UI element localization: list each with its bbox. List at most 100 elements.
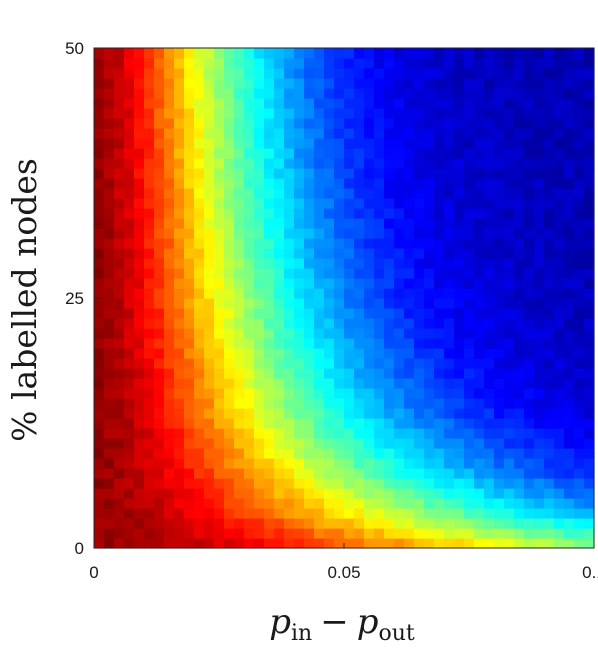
heatmap-cell (354, 118, 365, 129)
heatmap-cell (564, 408, 575, 419)
heatmap-cell (144, 398, 155, 409)
heatmap-cell (554, 138, 565, 149)
heatmap-cell (114, 108, 125, 119)
heatmap-cell (544, 518, 555, 529)
heatmap-cell (494, 138, 505, 149)
heatmap-cell (554, 198, 565, 209)
heatmap-cell (164, 468, 175, 479)
heatmap-cell (414, 498, 425, 509)
heatmap-cell (114, 148, 125, 159)
heatmap-cell (444, 298, 455, 309)
heatmap-cell (354, 168, 365, 179)
heatmap-cell (504, 198, 515, 209)
heatmap-cell (404, 108, 415, 119)
heatmap-cell (584, 208, 595, 219)
heatmap-cell (534, 478, 545, 489)
heatmap-cell (334, 418, 345, 429)
heatmap-cell (304, 368, 315, 379)
heatmap-cell (314, 88, 325, 99)
heatmap-cell (354, 358, 365, 369)
heatmap-cell (184, 248, 195, 259)
heatmap-cell (494, 448, 505, 459)
heatmap-cell (584, 478, 595, 489)
heatmap-cell (384, 128, 395, 139)
heatmap-cell (124, 468, 135, 479)
heatmap-cell (144, 188, 155, 199)
heatmap-cell (434, 428, 445, 439)
heatmap-cell (544, 258, 555, 269)
heatmap-cell (294, 418, 305, 429)
heatmap-cell (544, 528, 555, 539)
heatmap-cell (404, 348, 415, 359)
heatmap-cell (124, 288, 135, 299)
heatmap-cell (94, 268, 105, 279)
heatmap-cell (454, 328, 465, 339)
heatmap-cell (534, 218, 545, 229)
heatmap-cell (274, 438, 285, 449)
heatmap-cell (364, 498, 375, 509)
heatmap-cell (174, 98, 185, 109)
heatmap-cell (144, 168, 155, 179)
heatmap-cell (304, 508, 315, 519)
heatmap-cell (464, 308, 475, 319)
heatmap-cell (294, 208, 305, 219)
heatmap-cell (204, 518, 215, 529)
heatmap-cell (394, 268, 405, 279)
heatmap-cell (514, 438, 525, 449)
heatmap-cell (294, 378, 305, 389)
heatmap-cell (354, 388, 365, 399)
heatmap-cell (524, 308, 535, 319)
heatmap-cell (134, 278, 145, 289)
heatmap-cell (524, 58, 535, 69)
heatmap-cell (574, 198, 585, 209)
heatmap-cell (274, 418, 285, 429)
heatmap-cell (164, 168, 175, 179)
heatmap-cell (324, 528, 335, 539)
heatmap-cell (464, 148, 475, 159)
heatmap-cell (584, 498, 595, 509)
heatmap-cell (264, 458, 275, 469)
heatmap-cell (294, 118, 305, 129)
heatmap-cell (154, 338, 165, 349)
heatmap-cell (94, 298, 105, 309)
heatmap-cell (254, 58, 265, 69)
heatmap-cell (454, 308, 465, 319)
heatmap-cell (274, 128, 285, 139)
heatmap-cell (454, 248, 465, 259)
heatmap-cell (424, 518, 435, 529)
heatmap-cell (414, 518, 425, 529)
heatmap-cell (514, 538, 525, 549)
heatmap-cell (114, 248, 125, 259)
heatmap-cell (174, 498, 185, 509)
heatmap-cell (134, 318, 145, 329)
heatmap-cell (284, 378, 295, 389)
heatmap-cell (374, 408, 385, 419)
heatmap-cell (284, 88, 295, 99)
heatmap-cell (464, 198, 475, 209)
heatmap-cell (414, 408, 425, 419)
heatmap-cell (234, 238, 245, 249)
heatmap-cell (284, 248, 295, 259)
heatmap-cell (514, 468, 525, 479)
heatmap-cell (304, 228, 315, 239)
heatmap-cell (114, 78, 125, 89)
heatmap-cell (194, 148, 205, 159)
heatmap-cell (484, 138, 495, 149)
heatmap-cell (224, 378, 235, 389)
heatmap-cell (494, 238, 505, 249)
heatmap-cell (324, 358, 335, 369)
heatmap-cell (474, 218, 485, 229)
heatmap-cell (584, 258, 595, 269)
heatmap-cell (564, 478, 575, 489)
heatmap-cell (384, 498, 395, 509)
heatmap-cell (374, 218, 385, 229)
heatmap-cell (284, 178, 295, 189)
heatmap-cell (184, 158, 195, 169)
heatmap-cell (224, 298, 235, 309)
heatmap-cell (504, 518, 515, 529)
heatmap-cell (314, 278, 325, 289)
heatmap-cell (184, 268, 195, 279)
heatmap-cell (344, 88, 355, 99)
heatmap-cell (124, 438, 135, 449)
